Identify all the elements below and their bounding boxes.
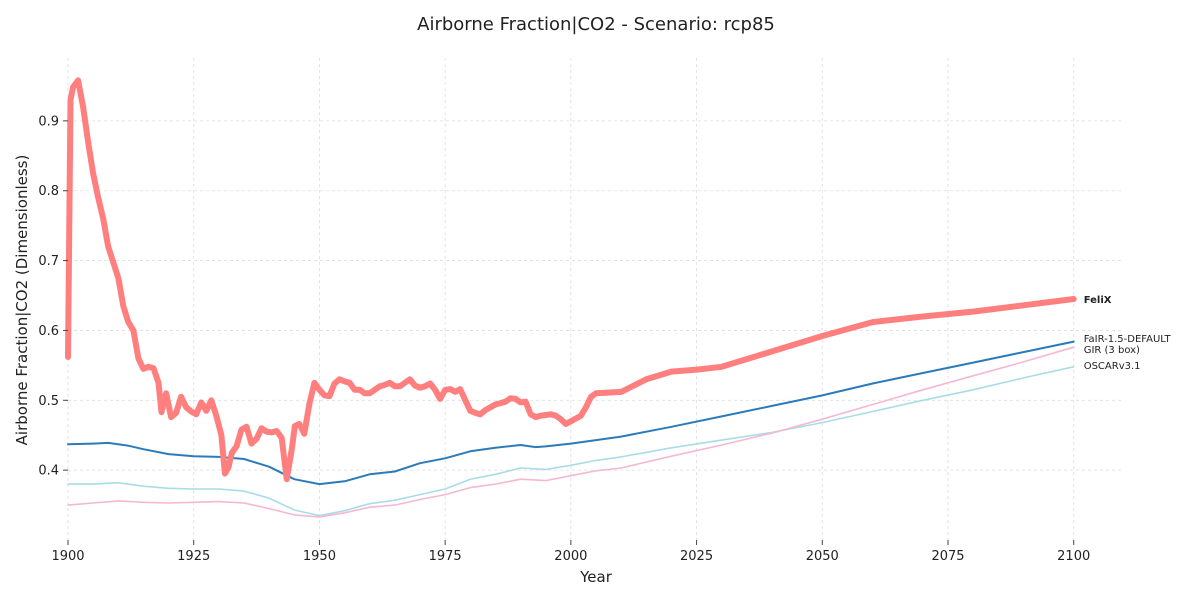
x-tick-label: 1925	[177, 549, 210, 564]
y-tick-label: 0.7	[38, 254, 59, 269]
x-tick-label: 2075	[931, 549, 964, 564]
x-tick-label: 2100	[1057, 549, 1090, 564]
y-axis: 0.4 0.5 0.6 0.7 0.8 0.9	[38, 114, 68, 479]
y-tick-label: 0.4	[38, 464, 59, 479]
series-end-label: FaIR-1.5-DEFAULT	[1084, 334, 1172, 345]
series-end-label: GIR (3 box)	[1084, 345, 1140, 356]
x-tick-label: 2000	[554, 549, 587, 564]
y-tick-label: 0.5	[38, 394, 59, 409]
series-line-oscarv3-1	[67, 365, 1075, 517]
series-end-label: FeliX	[1084, 295, 1112, 306]
x-tick-label: 1975	[429, 549, 462, 564]
y-tick-label: 0.9	[38, 114, 59, 129]
x-tick-label: 2025	[680, 549, 713, 564]
x-axis: 1900 1925 1950 1975 2000 2025 2050 2075 2100	[51, 540, 1090, 564]
y-axis-label: Airborne Fraction|CO2 (Dimensionless)	[13, 155, 31, 446]
chart-title: Airborne Fraction|CO2 - Scenario: rcp85	[417, 14, 775, 35]
series-end-label: OSCARv3.1	[1084, 361, 1141, 372]
series-line-felix	[65, 77, 1077, 483]
y-tick-label: 0.8	[38, 184, 59, 199]
y-tick-label: 0.6	[38, 324, 59, 339]
x-tick-label: 1900	[51, 549, 84, 564]
x-tick-label: 2050	[806, 549, 839, 564]
series-line-gir-3-box-	[67, 346, 1075, 518]
x-axis-label: Year	[579, 568, 613, 586]
series-line-fair-1-5-default	[67, 340, 1075, 486]
x-tick-label: 1950	[303, 549, 336, 564]
series-group	[65, 77, 1077, 518]
